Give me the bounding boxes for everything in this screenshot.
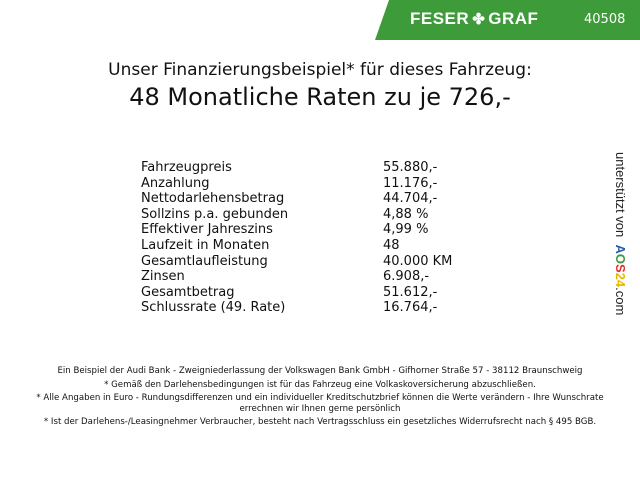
table-row: Laufzeit in Monaten 48 xyxy=(141,238,461,254)
row-label: Gesamtbetrag xyxy=(141,284,235,300)
footer-line: * Ist der Darlehens-/Leasingnehmer Verbr… xyxy=(43,417,597,428)
header-banner xyxy=(375,0,640,40)
clover-icon: ✤ xyxy=(472,11,486,28)
row-label: Effektiver Jahreszins xyxy=(141,222,273,238)
row-value: 55.880,- xyxy=(383,160,438,175)
row-value: 40.000 KM xyxy=(383,253,453,269)
table-row: Effektiver Jahreszins 4,99 % xyxy=(141,222,461,238)
row-value: 51.612,- xyxy=(383,284,438,300)
aos24-logo: AOS24 xyxy=(613,244,628,288)
table-row: Sollzins p.a. gebunden 4,88 % xyxy=(141,207,461,223)
finance-table: for(let i=0;i<10;i++)document.write('<di… xyxy=(141,160,461,316)
supported-by-suffix: .com xyxy=(613,287,628,316)
footer-line: * Alle Angaben in Euro - Rundungsdiffere… xyxy=(36,393,604,414)
legal-footer: Ein Beispiel der Audi Bank - Zweignieder… xyxy=(30,366,610,431)
monthly-rate-headline: 48 Monatliche Raten zu je 726,- xyxy=(129,83,511,111)
row-value: 4,99 % xyxy=(383,222,429,238)
row-label: Anzahlung xyxy=(141,175,210,191)
row-label: Nettodarlehensbetrag xyxy=(141,191,285,207)
brand-right: GRAF xyxy=(488,9,539,28)
footer-line: * Gemäß den Darlehensbedingungen ist für… xyxy=(104,379,536,390)
finance-title: Unser Finanzierungsbeispiel* für dieses … xyxy=(108,60,532,80)
row-label: Schlussrate (49. Rate) xyxy=(141,300,286,316)
table-row: Nettodarlehensbetrag 44.704,- xyxy=(141,191,461,207)
table-row: Zinsen 6.908,- xyxy=(141,269,461,285)
row-value: 44.704,- xyxy=(383,191,438,207)
table-row: Schlussrate (49. Rate) 16.764,- xyxy=(141,300,461,316)
row-label: Sollzins p.a. gebunden xyxy=(141,206,289,222)
row-label: Gesamtlaufleistung xyxy=(141,253,268,269)
row-label: Laufzeit in Monaten xyxy=(141,237,270,253)
row-label: Zinsen xyxy=(141,269,185,285)
table-row: Gesamtlaufleistung 40.000 KM xyxy=(141,254,461,270)
footer-line: Ein Beispiel der Audi Bank - Zweignieder… xyxy=(57,366,583,376)
table-row: Gesamtbetrag 51.612,- xyxy=(141,285,461,301)
row-value: 16.764,- xyxy=(383,300,438,316)
row-label: Fahrzeugpreis xyxy=(141,160,232,175)
table-row: Fahrzeugpreis 55.880,- xyxy=(141,160,461,176)
row-value: 6.908,- xyxy=(383,269,430,285)
row-value: 11.176,- xyxy=(383,175,438,191)
vehicle-code: 40508 xyxy=(584,12,626,27)
row-value: 4,88 % xyxy=(383,206,429,222)
brand-logo: FESER ✤ GRAF xyxy=(410,9,538,29)
table-row: Anzahlung 11.176,- xyxy=(141,176,461,192)
brand-left: FESER xyxy=(410,9,470,28)
supported-by-label: unterstützt von xyxy=(613,152,628,238)
supported-by: unterstützt von AOS24.com xyxy=(613,152,628,315)
row-value: 48 xyxy=(383,237,400,253)
